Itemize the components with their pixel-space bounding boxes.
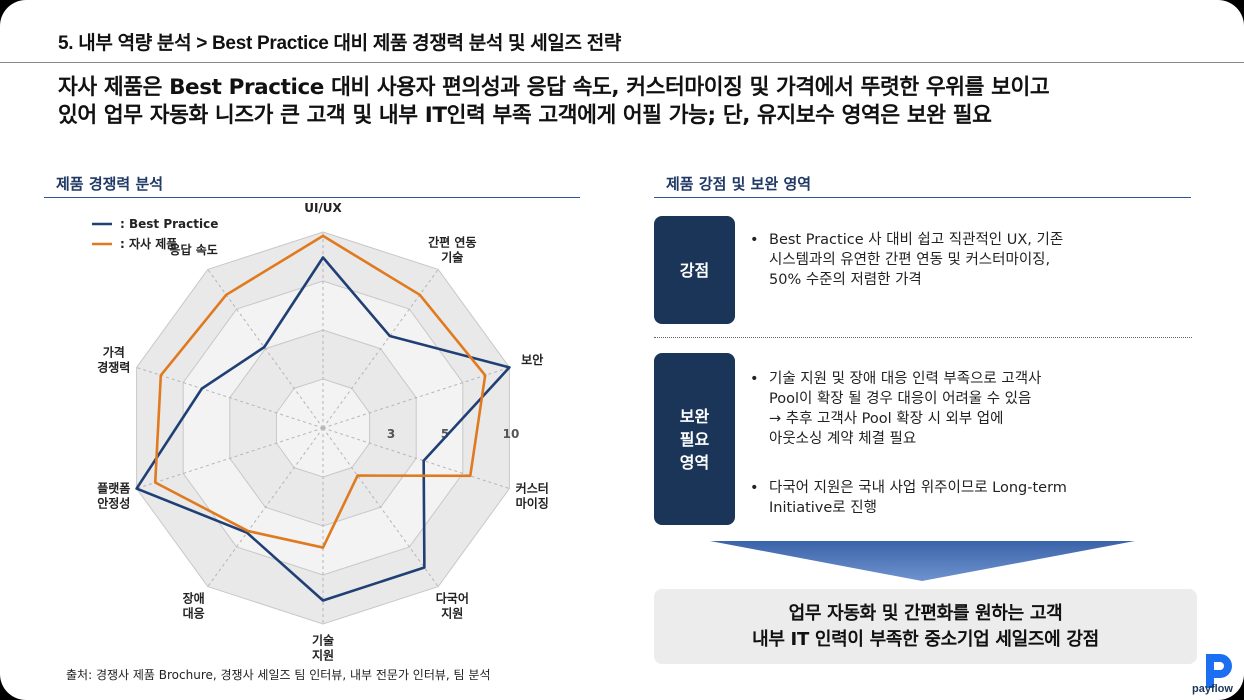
bullet-dot: • [750,371,759,387]
radar-spoke [207,427,324,587]
dotted-divider [654,337,1192,338]
section-divider [0,62,1244,63]
headline-line-1: 자사 제품은 Best Practice 대비 사용자 편의성과 응답 속도, … [58,75,1050,100]
radar-axis-label: 장애 대응 [183,590,205,620]
headline-line-2: 있어 업무 자동화 니즈가 큰 고객 및 내부 IT인력 부족 고객에게 어필 … [58,103,992,128]
conclusion-box: 업무 자동화 및 간편화를 원하는 고객 내부 IT 인력이 부족한 중소기업 … [654,589,1197,664]
left-panel-title: 제품 경쟁력 분석 [56,175,164,193]
footnote: 출처: 경쟁사 제품 Brochure, 경쟁사 세일즈 팀 인터뷰, 내부 전… [66,668,491,682]
bullet-dot: • [750,232,759,248]
radar-axis-label: 커스터 마이징 [516,480,549,510]
radar-spoke [322,427,439,587]
radar-axis-label: 다국어 지원 [436,590,469,620]
conclusion-line-2: 내부 IT 인력이 부족한 중소기업 세일즈에 강점 [752,628,1099,650]
radar-scale-label: 10 [503,427,520,441]
strength-text: Best Practice 사 대비 쉽고 직관적인 UX, 기존 시스템과의 … [769,232,1064,288]
radar-spoke [322,427,510,490]
radar-spoke [136,427,324,490]
headline: 자사 제품은 Best Practice 대비 사용자 편의성과 응답 속도, … [58,74,1218,130]
radar-axis-label: UI/UX [304,201,342,215]
radar-axis-label: 가격 경쟁력 [97,345,130,375]
left-panel-rule [44,197,580,198]
weakness-label: 보완 필요 영역 [654,353,735,525]
radar-axis-label: 플랫폼 안정성 [97,480,130,510]
radar-spoke [136,366,324,429]
logo-text: payflow [1192,683,1233,695]
radar-scale-label: 3 [387,427,395,441]
weakness-text-2: 다국어 지원은 국내 사업 위주이므로 Long-term Initiative… [769,480,1067,516]
legend-label: : 자사 제품 [120,236,177,251]
radar-scale-label: 5 [441,427,449,441]
radar-axis-label: 보안 [521,352,543,367]
strength-label: 강점 [654,216,735,324]
strength-bullet: • Best Practice 사 대비 쉽고 직관적인 UX, 기존 시스템과… [750,230,1170,290]
radar-axis-label: 응답 속도 [170,242,218,257]
weakness-bullet-2: • 다국어 지원은 국내 사업 위주이므로 Long-term Initiati… [750,478,1170,518]
legend-label: : Best Practice [120,217,218,231]
radar-series-line [153,234,487,549]
conclusion-line-1: 업무 자동화 및 간편화를 원하는 고객 [788,602,1063,624]
payflow-logo-icon [1206,654,1232,688]
right-panel-title: 제품 강점 및 보완 영역 [666,175,812,193]
weakness-text-1: 기술 지원 및 장애 대응 인력 부족으로 고객사 Pool이 확장 될 경우 … [769,371,1042,447]
bullet-dot: • [750,480,759,496]
section-title: 5. 내부 역량 분석 > Best Practice 대비 제품 경쟁력 분석… [58,33,622,54]
right-panel-rule [654,197,1191,198]
radar-axis-label: 기술 지원 [312,633,334,663]
weakness-bullet-1: • 기술 지원 및 장애 대응 인력 부족으로 고객사 Pool이 확장 될 경… [750,369,1170,449]
radar-spoke [322,366,510,429]
radar-axis-label: 간편 연동 기술 [428,235,476,265]
down-arrow-icon [710,541,1135,581]
